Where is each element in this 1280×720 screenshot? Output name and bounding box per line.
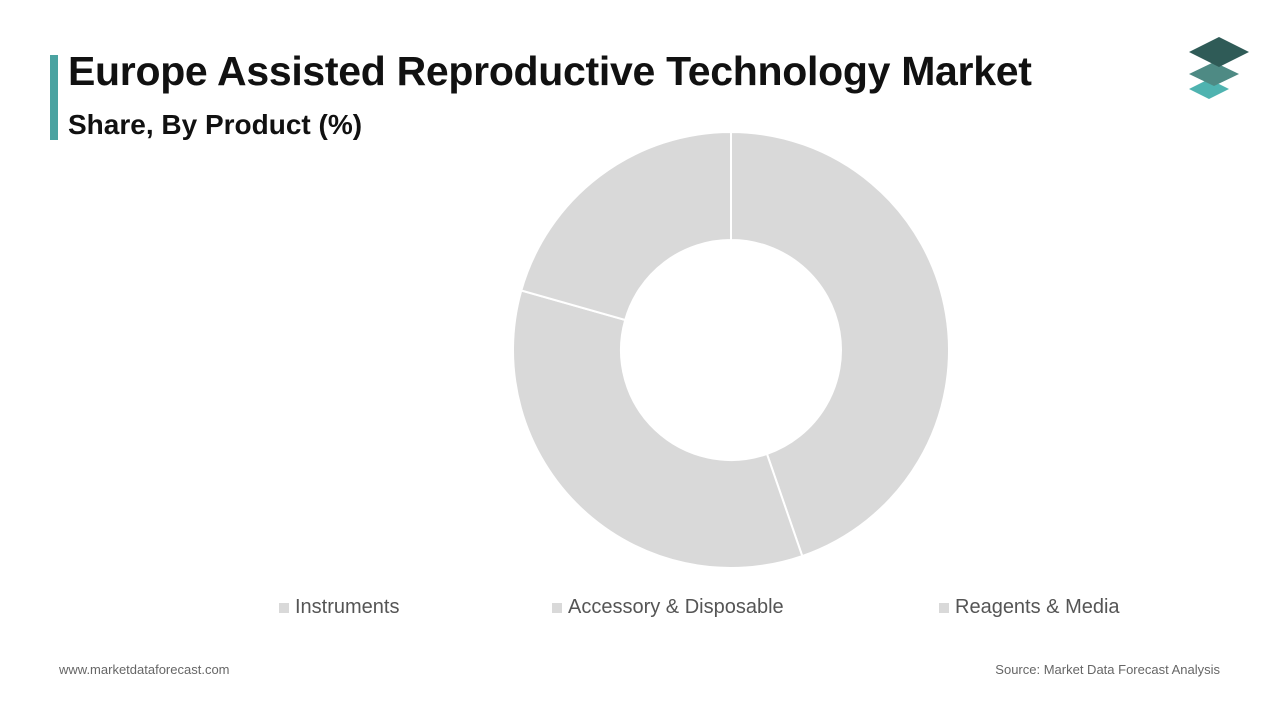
legend-label: Reagents & Media bbox=[955, 596, 1120, 618]
legend-label: Accessory & Disposable bbox=[568, 596, 784, 618]
stacked-layers-icon bbox=[1189, 37, 1249, 99]
legend-item-accessory-disposable: Accessory & Disposable bbox=[552, 596, 784, 619]
title-accent-bar bbox=[50, 55, 58, 140]
legend-swatch bbox=[552, 602, 562, 613]
logo-layer-middle bbox=[1189, 62, 1239, 86]
footer-website: www.marketdataforecast.com bbox=[59, 662, 230, 677]
logo-layer-top bbox=[1189, 37, 1249, 67]
legend-swatch bbox=[939, 602, 949, 613]
legend-item-reagents-media: Reagents & Media bbox=[939, 596, 1120, 619]
legend-item-instruments: Instruments bbox=[279, 596, 399, 619]
chart-legend: Instruments Accessory & Disposable Reage… bbox=[0, 596, 1280, 620]
legend-label: Instruments bbox=[295, 596, 400, 618]
donut-slice-reagents-media bbox=[520, 130, 732, 322]
chart-title: Europe Assisted Reproductive Technology … bbox=[68, 48, 1032, 94]
donut-slice-instruments bbox=[730, 130, 951, 558]
donut-slice-accessory-disposable bbox=[512, 289, 804, 569]
logo-layer-bottom bbox=[1189, 79, 1229, 99]
chart-subtitle: Share, By Product (%) bbox=[68, 109, 363, 140]
legend-swatch bbox=[279, 602, 289, 613]
footer-source: Source: Market Data Forecast Analysis bbox=[995, 662, 1220, 677]
